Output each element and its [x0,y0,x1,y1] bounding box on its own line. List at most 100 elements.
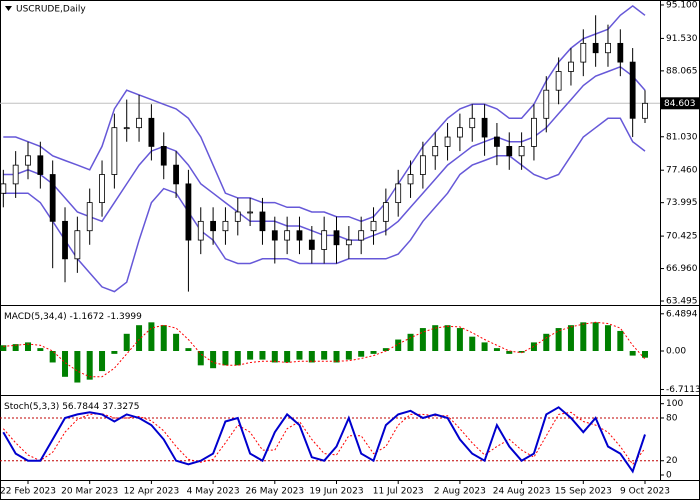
x-tick-label: 2 Aug 2023 [434,487,486,497]
stoch-value: 56.7844 [62,402,99,412]
macd-bar [284,351,291,363]
macd-bar [271,351,278,363]
candle-body [456,127,463,138]
macd-bar [197,351,204,366]
candle-body [543,89,550,119]
y-tick-label: 66.960 [666,264,698,274]
stoch-title: Stoch(5,3,3) 56.7844 37.3275 [4,402,140,412]
macd-bar [432,325,439,351]
y-tick-label: 73.995 [666,198,698,208]
x-tick-label: 9 Oct 2023 [620,487,670,497]
macd-bar [321,351,328,360]
y-tick-label: 63.495 [666,297,698,307]
candle-body [531,117,537,147]
candle-body [25,155,31,166]
candle-body [185,183,192,241]
y-tick-label: 70.425 [666,232,698,242]
candle-body [432,146,439,157]
macd-bar [148,322,155,351]
candle-body [629,61,636,119]
candle-body [333,230,340,246]
macd-signal-value: -1.3999 [107,312,142,322]
macd-bar [543,333,550,351]
macd-bar [333,351,340,363]
macd-bar [99,351,106,372]
last-price-label: 84.603 [664,99,696,109]
macd-bar [308,351,315,363]
candle-body [395,183,402,204]
candle-body [605,42,611,54]
candle-body [86,202,93,232]
macd-label: MACD(5,34,4) [4,312,67,322]
candle-body [136,117,142,129]
candle-body [296,230,303,241]
candle-body [197,220,204,241]
x-tick-label: 26 May 2023 [245,487,304,497]
macd-bar [296,351,303,360]
macd-bar [210,351,217,369]
candle-body [555,71,562,91]
candle-body [259,211,266,232]
macd-bar [0,345,7,351]
candle-body [419,155,426,175]
y-tick-label: 80 [666,413,678,423]
macd-bar [370,351,377,354]
candle-body [222,220,229,232]
candle-body [12,164,19,185]
candle-body [173,164,179,185]
macd-bar [12,344,19,351]
candle-body [160,146,167,166]
y-tick-label: 88.065 [666,66,698,76]
macd-bar [481,342,488,351]
macd-bar [604,325,611,351]
chart-title: USCRUDE,Daily [16,5,86,15]
macd-bar [358,351,365,357]
candle-body [481,117,488,138]
macd-bar [592,322,599,351]
candle-body [234,211,241,222]
candle-body [284,230,291,241]
macd-bar [173,333,180,351]
candle-body [345,239,352,246]
macd-bar [642,351,648,358]
x-tick-label: 22 Feb 2023 [0,487,56,497]
macd-bar [382,348,389,351]
macd-bar [419,328,426,351]
macd-bar [456,328,463,351]
macd-bar [567,325,574,351]
stoch-main-line [2,406,646,474]
macd-bar [555,328,562,351]
candle-body [99,174,105,204]
macd-bar [629,351,636,356]
menu-arrow [5,6,12,11]
y-tick-label: 100 [666,399,683,409]
x-tick-label: 24 Aug 2023 [493,487,551,497]
macd-bar [580,322,587,351]
candle-body [247,211,254,214]
macd-bar [247,351,254,360]
candle-body [321,230,328,250]
candle-body [62,220,68,260]
x-tick-label: 15 Sep 2023 [555,487,612,497]
candle-body [0,183,7,194]
candle-body [271,230,278,241]
candle-body [469,117,476,129]
y-tick-label: 20 [666,456,678,466]
candle-body [148,117,155,147]
macd-bar [518,351,525,353]
macd-bar [123,333,130,351]
candle-body [518,146,525,157]
macd-bar [49,351,56,363]
macd-bar [111,351,118,354]
macd-bar [469,336,476,351]
y-tick-label: 95.100 [666,0,698,10]
macd-bar [86,351,93,380]
macd-title: MACD(5,34,4) -1.1672 -1.3999 [4,312,142,322]
y-tick-label: -6.7113 [666,385,700,395]
macd-bar [25,342,31,351]
stoch-signal-value: 37.3275 [102,402,139,412]
candle-body [370,220,377,232]
x-tick-label: 4 May 2023 [187,487,240,497]
candle-body [506,146,513,157]
